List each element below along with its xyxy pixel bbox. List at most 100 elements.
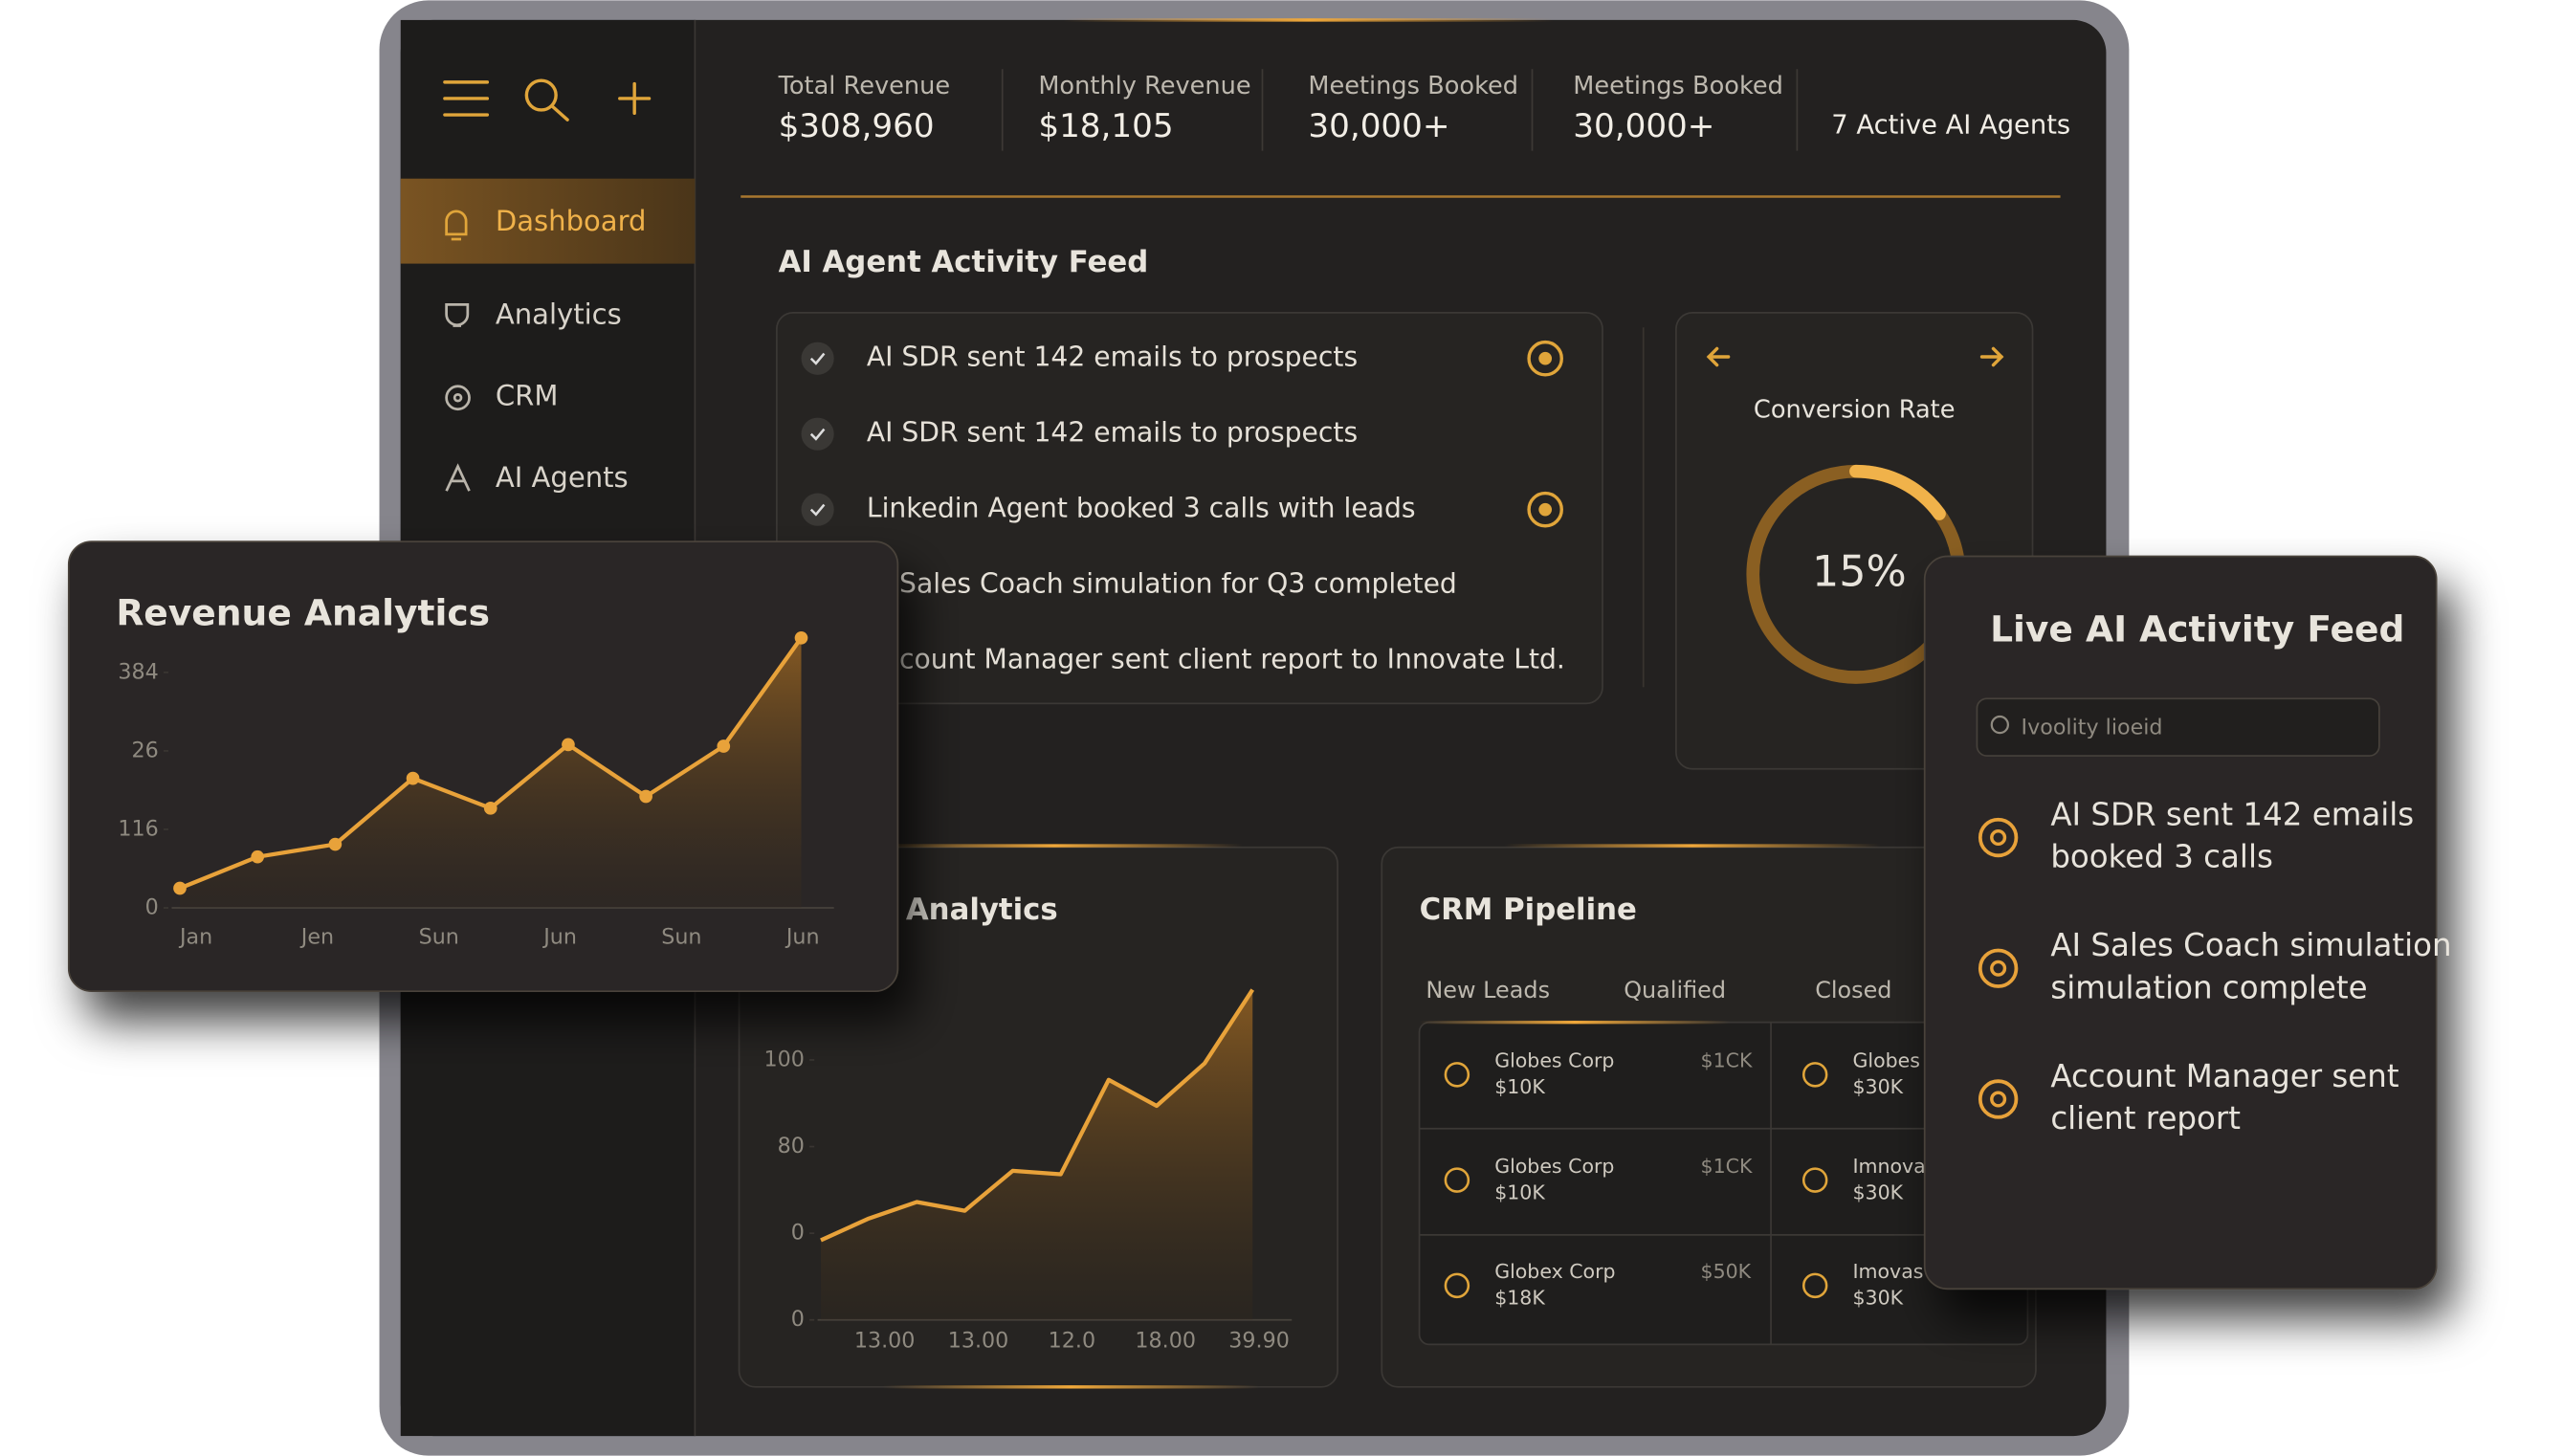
activity-feed: AI SDR sent 142 emails to prospects AI SD… (801, 340, 1565, 675)
y-tick-label: 0 (145, 895, 159, 920)
feed-icon-dot (1990, 828, 2007, 847)
ring-arc (1849, 464, 1946, 520)
area (821, 989, 1253, 1320)
status-dot (1538, 351, 1553, 365)
stat-label: Total Revenue (778, 72, 951, 100)
nav-icons (445, 210, 471, 492)
panel-title: CRM Pipeline (1420, 893, 1637, 927)
analytics-chart: Analytics 0 0 80 100 13.00 13.00 12.0 18.00 39.90 (764, 893, 1293, 1353)
nav-item[interactable]: Analytics (496, 298, 622, 330)
chart-title: Analytics (906, 893, 1058, 927)
column-header: Closed (1815, 977, 1891, 1004)
status-ring (1527, 340, 1563, 377)
check-mark (809, 352, 826, 365)
nav-item[interactable]: Dashboard (496, 205, 647, 237)
ring-value: 15% (1812, 547, 1907, 596)
line (820, 988, 1255, 1243)
lead-name: Imovas (1853, 1260, 1924, 1283)
card-title: Live AI Activity Feed (1990, 608, 2404, 651)
point (251, 849, 265, 864)
x-tick-label: 39.90 (1228, 1328, 1290, 1353)
stat-label: Meetings Booked (1573, 72, 1783, 100)
glow (1504, 844, 1881, 848)
lead-name: Globes Corp (1494, 1049, 1614, 1072)
revenue-chart: Revenue Analytics 0 116 26 384 Jan Jen Sun Jun Su… (116, 592, 834, 949)
x-tick-label: 12.0 (1049, 1328, 1095, 1353)
y-tick-label: 384 (118, 659, 158, 684)
nav-item[interactable]: AI Agents (496, 461, 629, 494)
check-icon (801, 493, 834, 526)
feed-item: simulation complete (2050, 969, 2367, 1005)
search-box[interactable] (1976, 697, 2380, 757)
y-tick-label: 0 (791, 1221, 805, 1246)
feed-item: AI Sales Coach simulation (2050, 927, 2451, 963)
activity-panel (776, 312, 1603, 705)
area (180, 637, 802, 909)
lead-amount: $30K (1853, 1180, 1904, 1203)
feed-icon (1978, 948, 2019, 988)
section-title: AI Agent Activity Feed (779, 245, 1149, 279)
stat-label: Monthly Revenue (1038, 72, 1250, 100)
nav: Dashboard Analytics CRM AI Agents (496, 205, 647, 494)
chart-title: Revenue Analytics (116, 592, 490, 634)
point (639, 789, 652, 804)
nav-item[interactable]: CRM (496, 380, 559, 412)
check-mark (809, 503, 826, 517)
point (483, 801, 497, 815)
status-dot (1538, 502, 1553, 517)
feed-icon (1978, 817, 2019, 858)
feed-item: AI SDR sent 142 emails (2050, 796, 2414, 832)
lead-name: Globex Corp (1494, 1260, 1615, 1283)
lead-amount: $18K (1494, 1287, 1545, 1310)
stat-agents: 7 Active AI Agents (1831, 111, 2070, 141)
lead-name: Globes Corp (1494, 1155, 1614, 1178)
x-tick-label: Sun (661, 924, 701, 949)
point (794, 630, 808, 645)
point (406, 771, 420, 785)
carousel-arrows[interactable] (1706, 346, 2004, 367)
lead-icon (1801, 1272, 1828, 1299)
check-icon (801, 417, 834, 451)
live-feed: Live AI Activity Feed Ivoolity lioeid AI S… (1976, 608, 2452, 1136)
lead-amount: $10K (1494, 1075, 1545, 1098)
y-tick-label: 26 (132, 738, 159, 762)
lead-side: $1CK (1701, 1155, 1753, 1178)
point (328, 837, 343, 851)
search-icon[interactable] (524, 78, 569, 121)
stat-value: 30,000+ (1308, 107, 1449, 145)
check-mark (809, 428, 826, 441)
stats-bar: Total Revenue $308,960 Monthly Revenue $18,… (778, 69, 2070, 151)
y-tick-label: 116 (118, 816, 158, 841)
board-glow (1419, 1020, 1731, 1025)
lead-icon (1801, 1062, 1828, 1088)
x-tick-label: Jun (542, 924, 577, 949)
lead-side: $50K (1701, 1260, 1752, 1283)
glow (882, 1385, 1260, 1389)
lead-icon (1444, 1272, 1470, 1299)
stat-value: $18,105 (1038, 107, 1173, 145)
glow (866, 844, 1243, 848)
x-tick-label: Jen (299, 924, 334, 949)
menu-icon[interactable] (443, 80, 490, 117)
column-header: Qualified (1624, 977, 1726, 1004)
lead-amount: $10K (1494, 1180, 1545, 1203)
stat-label: Meetings Booked (1308, 72, 1518, 100)
feed-icon (1978, 1079, 2019, 1119)
point (717, 739, 731, 753)
x-tick-label: Jan (178, 924, 212, 949)
search-icon (1990, 715, 2009, 735)
lead-amount: $30K (1853, 1075, 1904, 1098)
nav-active (400, 178, 696, 264)
x-tick-label: 13.00 (948, 1328, 1009, 1353)
add-icon[interactable] (618, 81, 652, 116)
feed-item: AI SDR sent 142 emails to prospects (867, 417, 1358, 449)
point (173, 881, 187, 895)
x-tick-label: Sun (419, 924, 459, 949)
lead-icon (1444, 1062, 1470, 1088)
x-tick-label: Jun (785, 924, 820, 949)
y-tick-label: 80 (778, 1134, 805, 1158)
stat-value: $308,960 (779, 107, 935, 145)
lead-side: $1CK (1701, 1049, 1753, 1072)
feed-item: count Manager sent client report to Inno… (899, 644, 1565, 675)
status-ring (1527, 491, 1563, 528)
